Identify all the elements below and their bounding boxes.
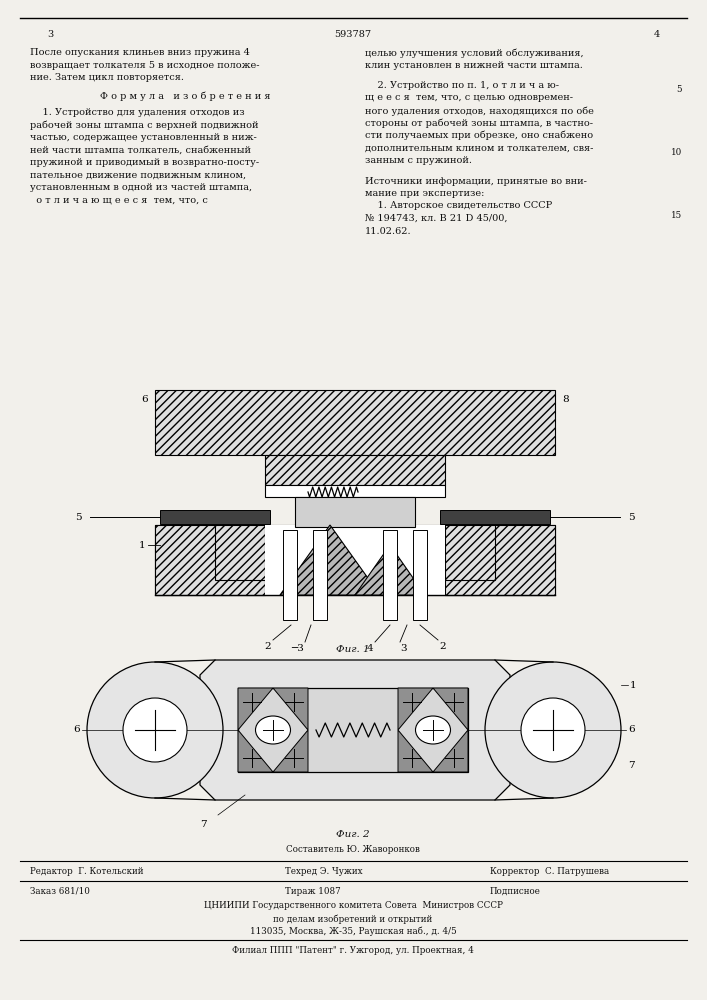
Text: Корректор  С. Патрушева: Корректор С. Патрушева: [490, 867, 609, 876]
Text: 15: 15: [671, 211, 682, 220]
Text: 593787: 593787: [334, 30, 372, 39]
Text: № 194743, кл. В 21 D 45/00,: № 194743, кл. В 21 D 45/00,: [365, 214, 508, 223]
Text: сти получаемых при обрезке, оно снабжено: сти получаемых при обрезке, оно снабжено: [365, 131, 593, 140]
Text: 3: 3: [47, 30, 53, 39]
Text: Фиг. 2: Фиг. 2: [337, 830, 370, 839]
Text: дополнительным клином и толкателем, свя-: дополнительным клином и толкателем, свя-: [365, 143, 593, 152]
Text: частью, содержащее установленный в ниж-: частью, содержащее установленный в ниж-: [30, 133, 257, 142]
Polygon shape: [273, 730, 308, 772]
Text: 6: 6: [141, 395, 148, 404]
Text: установленным в одной из частей штампа,: установленным в одной из частей штампа,: [30, 183, 252, 192]
Polygon shape: [200, 660, 510, 800]
Circle shape: [485, 662, 621, 798]
Polygon shape: [398, 730, 433, 772]
Polygon shape: [398, 688, 433, 730]
Text: занным с пружиной.: занным с пружиной.: [365, 156, 472, 165]
Polygon shape: [273, 688, 308, 730]
Bar: [155, 525, 265, 595]
Text: 10: 10: [671, 148, 682, 157]
Polygon shape: [355, 545, 425, 595]
Text: Филиал ППП "Патент" г. Ужгород, ул. Проектная, 4: Филиал ППП "Патент" г. Ужгород, ул. Прое…: [232, 946, 474, 955]
Polygon shape: [238, 688, 273, 730]
Bar: [295, 497, 415, 527]
Text: ней части штампа толкатель, снабженный: ней части штампа толкатель, снабженный: [30, 145, 251, 154]
Text: Подписное: Подписное: [490, 887, 541, 896]
Bar: [413, 530, 427, 620]
Text: пательное движение подвижным клином,: пательное движение подвижным клином,: [30, 170, 246, 180]
Bar: [440, 510, 550, 524]
Text: целью улучшения условий обслуживания,: целью улучшения условий обслуживания,: [365, 48, 583, 57]
Text: Составитель Ю. Жаворонков: Составитель Ю. Жаворонков: [286, 845, 420, 854]
Text: 2: 2: [440, 642, 446, 651]
Bar: [265, 525, 445, 595]
Polygon shape: [238, 730, 273, 772]
Text: 5: 5: [76, 512, 82, 522]
Text: клин установлен в нижней части штампа.: клин установлен в нижней части штампа.: [365, 60, 583, 70]
Text: ─3: ─3: [291, 644, 305, 653]
Circle shape: [123, 698, 187, 762]
Circle shape: [521, 698, 585, 762]
Ellipse shape: [255, 716, 291, 744]
Text: 113035, Москва, Ж-35, Раушская наб., д. 4/5: 113035, Москва, Ж-35, Раушская наб., д. …: [250, 927, 456, 936]
Polygon shape: [433, 730, 468, 772]
Text: по делам изобретений и открытий: по делам изобретений и открытий: [274, 914, 433, 924]
Text: 5: 5: [628, 512, 635, 522]
Text: Фиг. 1: Фиг. 1: [337, 645, 370, 654]
Ellipse shape: [416, 716, 450, 744]
Text: пружиной и приводимый в возвратно-посту-: пружиной и приводимый в возвратно-посту-: [30, 158, 259, 167]
Text: 6: 6: [628, 726, 635, 734]
Text: 3: 3: [400, 644, 407, 653]
Bar: [265, 455, 445, 485]
Text: Ф о р м у л а   и з о б р е т е н и я: Ф о р м у л а и з о б р е т е н и я: [100, 92, 270, 101]
Text: 4: 4: [654, 30, 660, 39]
Text: 2: 2: [264, 642, 271, 651]
Text: 4: 4: [367, 644, 373, 653]
Text: стороны от рабочей зоны штампа, в частно-: стороны от рабочей зоны штампа, в частно…: [365, 118, 593, 128]
Text: Тираж 1087: Тираж 1087: [285, 887, 341, 896]
Text: 11.02.62.: 11.02.62.: [365, 227, 411, 235]
Text: 7: 7: [628, 760, 635, 770]
Polygon shape: [433, 688, 468, 730]
Bar: [155, 525, 555, 595]
Text: рабочей зоны штампа с верхней подвижной: рабочей зоны штампа с верхней подвижной: [30, 120, 259, 130]
Bar: [445, 525, 555, 595]
Text: 1: 1: [630, 680, 636, 690]
Text: 5: 5: [677, 86, 682, 95]
Text: о т л и ч а ю щ е е с я  тем, что, с: о т л и ч а ю щ е е с я тем, что, с: [30, 196, 208, 205]
Text: 8: 8: [562, 395, 568, 404]
Text: 1: 1: [139, 540, 145, 550]
Bar: [265, 485, 445, 497]
Text: Источники информации, принятые во вни-: Источники информации, принятые во вни-: [365, 176, 587, 186]
Text: ного удаления отходов, находящихся по обе: ного удаления отходов, находящихся по об…: [365, 106, 594, 115]
Text: щ е е с я  тем, что, с целью одновремен-: щ е е с я тем, что, с целью одновремен-: [365, 94, 573, 103]
Bar: [215, 525, 265, 580]
Bar: [238, 688, 468, 772]
Bar: [160, 510, 270, 524]
Text: Техред Э. Чужих: Техред Э. Чужих: [285, 867, 363, 876]
Text: ЦНИИПИ Государственного комитета Совета  Министров СССР: ЦНИИПИ Государственного комитета Совета …: [204, 901, 503, 910]
Text: 6: 6: [74, 726, 80, 734]
Text: ние. Затем цикл повторяется.: ние. Затем цикл повторяется.: [30, 73, 184, 82]
Text: 1. Авторское свидетельство СССР: 1. Авторское свидетельство СССР: [365, 202, 552, 211]
Text: Заказ 681/10: Заказ 681/10: [30, 887, 90, 896]
Bar: [445, 525, 495, 580]
Text: Редактор  Г. Котельский: Редактор Г. Котельский: [30, 867, 144, 876]
Bar: [383, 530, 397, 620]
Text: 7: 7: [200, 820, 206, 829]
Text: возвращает толкателя 5 в исходное положе-: возвращает толкателя 5 в исходное положе…: [30, 60, 259, 70]
Bar: [155, 390, 555, 455]
Text: 2. Устройство по п. 1, о т л и ч а ю-: 2. Устройство по п. 1, о т л и ч а ю-: [365, 81, 559, 90]
Circle shape: [87, 662, 223, 798]
Bar: [283, 530, 297, 620]
Text: После опускания клиньев вниз пружина 4: После опускания клиньев вниз пружина 4: [30, 48, 250, 57]
Text: мание при экспертизе:: мание при экспертизе:: [365, 189, 484, 198]
Bar: [313, 530, 327, 620]
Polygon shape: [280, 525, 380, 595]
Text: 1. Устройство для удаления отходов из: 1. Устройство для удаления отходов из: [30, 108, 245, 117]
